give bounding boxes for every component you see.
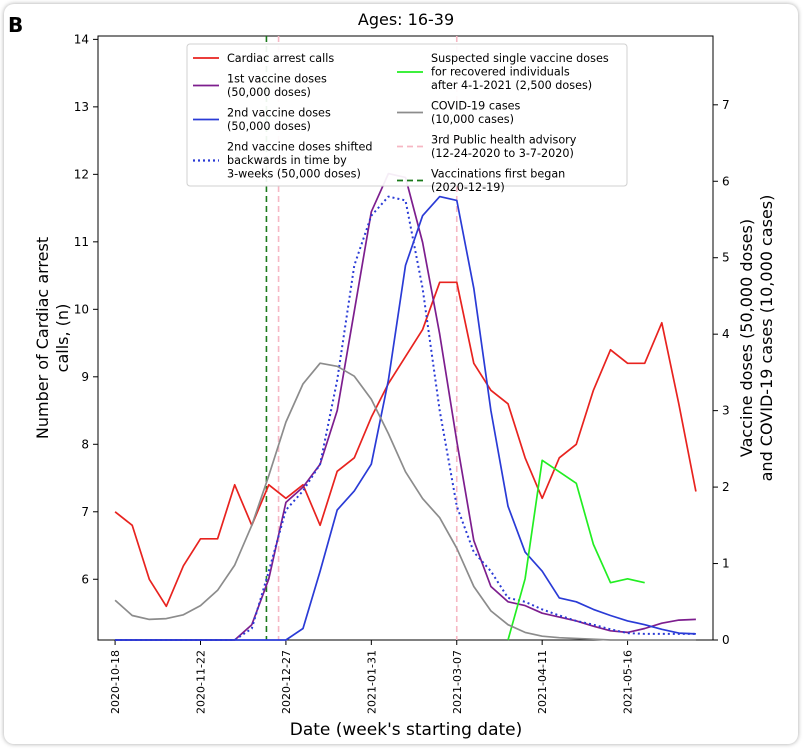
y-left-tick-label: 9 [81, 370, 89, 384]
y-right-tick-label: 0 [722, 633, 730, 647]
legend-entry-line: (10,000 cases) [431, 113, 514, 126]
x-tick-label: 2020-10-18 [109, 650, 122, 714]
y-right-axis-label: Vaccine doses (50,000 doses)and COVID-19… [737, 195, 776, 482]
y-left-tick-label: 14 [74, 32, 89, 46]
y-left-tick-label: 8 [81, 437, 89, 451]
legend-entry: 2nd vaccine doses shifted backwards in ti… [227, 141, 372, 181]
y-left-tick-label: 10 [74, 302, 89, 316]
legend-entry: 1st vaccine doses (50,000 doses) [227, 73, 327, 100]
y-right-tick-label: 2 [722, 480, 730, 494]
legend-entry-line: 3rd Public health advisory [431, 134, 577, 147]
legend-entry-line: for recovered individuals [431, 66, 570, 79]
x-tick-label: 2021-04-11 [536, 650, 549, 714]
legend-entry-line: (2020-12-19) [431, 181, 505, 194]
y-left-tick-label: 6 [81, 572, 89, 586]
legend-entry: Cardiac arrest calls [227, 52, 334, 65]
legend-entry: 2nd vaccine doses (50,000 doses) [227, 107, 331, 134]
x-tick-label: 2021-05-16 [622, 650, 635, 714]
legend-entry: Suspected single vaccine doses for recove… [431, 52, 609, 92]
y-left-tick-label: 12 [74, 167, 89, 181]
legend-entry-line: COVID-19 cases [431, 100, 521, 113]
x-tick-label: 2021-01-31 [365, 650, 378, 714]
legend-box [186, 43, 628, 187]
y-right-tick-label: 1 [722, 557, 730, 571]
legend-entry-line: Suspected single vaccine doses [431, 52, 609, 65]
x-tick-label: 2021-03-07 [451, 650, 464, 714]
y-left-tick-label: 7 [81, 505, 89, 519]
legend-entry-line: 2nd vaccine doses [227, 107, 331, 120]
y-right-tick-label: 5 [722, 251, 730, 265]
legend-entry-line: 2nd vaccine doses shifted [227, 141, 372, 154]
x-tick-label: 2020-11-22 [195, 650, 208, 714]
y-left-axis-label: Number of Cardiac arrestcalls, (n) [33, 237, 72, 439]
legend-entry-line: Cardiac arrest calls [227, 52, 334, 65]
legend-entry-line: (50,000 doses) [227, 86, 311, 99]
series-line-2 [115, 195, 696, 641]
series-line-4 [507, 459, 645, 641]
legend-entry: COVID-19 cases (10,000 cases) [431, 100, 521, 127]
y-right-tick-label: 3 [722, 404, 730, 418]
chart-title: Ages: 16-39 [358, 10, 454, 29]
series-line-1 [115, 172, 696, 641]
series-line-3 [115, 195, 696, 641]
y-left-tick-label: 11 [74, 235, 89, 249]
legend-entry-line: (12-24-2020 to 3-7-2020) [431, 147, 574, 160]
legend-entry-line: 3-weeks (50,000 doses) [227, 168, 361, 181]
series-line-0 [114, 281, 697, 608]
legend-entry-line: Vaccinations first began [431, 168, 565, 181]
y-right-tick-label: 6 [722, 174, 730, 188]
x-tick-label: 2020-12-27 [280, 650, 293, 714]
y-left-tick-label: 13 [74, 100, 89, 114]
x-axis-label: Date (week's starting date) [290, 720, 523, 740]
y-right-tick-label: 7 [722, 98, 730, 112]
legend-entry-line: (50,000 doses) [227, 120, 311, 133]
legend-entry: Vaccinations first began (2020-12-19) [431, 168, 565, 195]
y-right-tick-label: 4 [722, 327, 730, 341]
y-right-axis-label-line: and COVID-19 cases (10,000 cases) [757, 195, 776, 482]
legend-entry-line: backwards in time by [227, 154, 347, 167]
plot-frame [97, 35, 714, 641]
series-line-5 [114, 362, 696, 641]
legend-entry: 3rd Public health advisory (12-24-2020 to… [431, 134, 577, 161]
y-right-axis-label-line: Vaccine doses (50,000 doses) [737, 219, 756, 457]
legend-entry-line: after 4-1-2021 (2,500 doses) [431, 79, 592, 92]
legend-entry-line: 1st vaccine doses [227, 73, 327, 86]
panel-letter: B [8, 13, 23, 37]
